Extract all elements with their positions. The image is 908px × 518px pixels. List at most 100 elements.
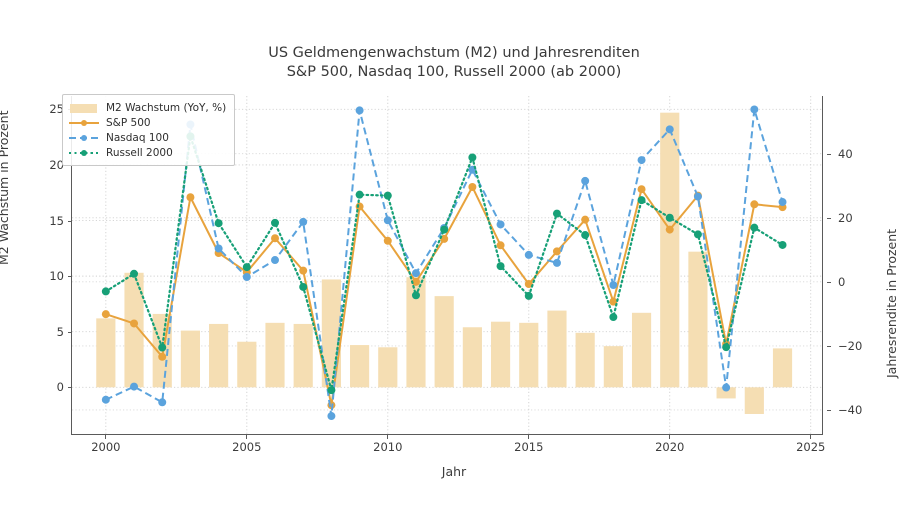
data-point (552, 209, 561, 218)
data-point (665, 213, 674, 222)
line-series-russell-2000 (101, 132, 787, 395)
data-point (496, 220, 505, 229)
y-tick-label-left: 5 (56, 324, 64, 339)
legend-bar-swatch (70, 103, 97, 113)
y-tick-label-left: 25 (49, 102, 64, 117)
data-point (242, 273, 251, 282)
bar (265, 322, 285, 388)
x-tick-mark (810, 435, 812, 439)
bar (406, 277, 426, 388)
bar (519, 322, 539, 388)
bottom-axis-spine (71, 434, 823, 436)
right-axis-spine (822, 96, 824, 435)
x-axis-label: Jahr (441, 464, 467, 479)
bar (293, 323, 313, 388)
legend-key-icon (69, 102, 99, 114)
chart-title: US Geldmengenwachstum (M2) und Jahresren… (268, 45, 640, 80)
right-axis-label: Jahresrendite in Prozent (884, 228, 899, 378)
data-point (101, 395, 110, 404)
y-tick-label-left: 20 (49, 157, 64, 172)
data-point (130, 319, 139, 328)
x-tick-mark (669, 435, 671, 439)
x-tick-label: 2005 (232, 440, 262, 454)
legend-item-label: M2 Wachstum (YoY, %) (106, 101, 227, 114)
bar (378, 347, 398, 388)
data-point (778, 198, 787, 207)
bar (434, 296, 454, 388)
left-axis-label: M2 Wachstum in Prozent (0, 110, 11, 266)
data-point (693, 192, 702, 201)
y-tick-mark-right (827, 153, 831, 155)
y-tick-mark-right (827, 217, 831, 219)
data-point (750, 200, 759, 209)
data-point (299, 217, 308, 226)
bar (660, 112, 680, 388)
chart-legend: M2 Wachstum (YoY, %) S&P 500 Nasdaq 100 Rus… (62, 94, 236, 166)
legend-marker-dot (81, 149, 87, 156)
bar (209, 323, 229, 388)
data-point (383, 191, 392, 200)
y-tick-label-right: 40 (838, 146, 853, 161)
x-tick-label: 2015 (514, 440, 544, 454)
y-tick-mark-right (827, 409, 831, 411)
data-point (355, 190, 364, 199)
x-tick-label: 2025 (796, 440, 826, 454)
legend-item[interactable]: S&P 500 (69, 115, 226, 130)
bar (490, 321, 511, 388)
x-tick-mark (246, 435, 248, 439)
data-point (271, 234, 280, 243)
legend-item-label: Nasdaq 100 (106, 131, 169, 144)
data-point (383, 216, 392, 225)
legend-item[interactable]: M2 Wachstum (YoY, %) (69, 100, 226, 115)
x-tick-mark (387, 435, 389, 439)
bar-series-m2-growth (96, 112, 793, 414)
data-point (242, 263, 251, 272)
data-point (158, 398, 167, 407)
data-point (581, 215, 590, 224)
data-point (214, 244, 223, 253)
data-point (411, 291, 420, 300)
y-tick-label-right: 20 (838, 210, 853, 225)
x-tick-mark (105, 435, 107, 439)
data-point (750, 223, 759, 232)
data-point (496, 262, 505, 271)
bar (716, 387, 736, 399)
data-point (130, 382, 139, 391)
data-point (299, 282, 308, 291)
data-point (552, 247, 561, 256)
left-axis-spine (71, 96, 73, 435)
bar (180, 330, 200, 388)
data-point (214, 219, 223, 228)
legend-item[interactable]: Russell 2000 (69, 145, 226, 160)
data-point (101, 287, 110, 296)
legend-item[interactable]: Nasdaq 100 (69, 130, 226, 145)
y-tick-label-left: 15 (49, 213, 64, 228)
data-point (468, 182, 477, 191)
data-point (411, 277, 420, 286)
data-point (524, 280, 533, 289)
y-tick-mark-left (68, 220, 72, 222)
data-point (581, 176, 590, 185)
legend-key-icon (69, 117, 99, 129)
bar (350, 345, 370, 388)
y-tick-label-right: −20 (838, 338, 863, 353)
data-point (271, 256, 280, 265)
y-tick-label-left: 0 (56, 380, 64, 395)
data-point (609, 313, 618, 322)
y-tick-mark-left (68, 387, 72, 389)
data-point (327, 386, 336, 395)
bar (603, 346, 623, 388)
plot-area (72, 96, 822, 434)
data-point (637, 185, 646, 194)
data-point (411, 269, 420, 278)
y-tick-mark-right (827, 281, 831, 283)
data-point (778, 240, 787, 249)
bar (96, 318, 116, 388)
chart-canvas (72, 96, 822, 434)
x-tick-label: 2010 (373, 440, 403, 454)
y-tick-label-right: −40 (838, 402, 863, 417)
y-tick-mark-right (827, 345, 831, 347)
data-point (637, 196, 646, 205)
data-point (693, 230, 702, 239)
bar (688, 251, 708, 388)
